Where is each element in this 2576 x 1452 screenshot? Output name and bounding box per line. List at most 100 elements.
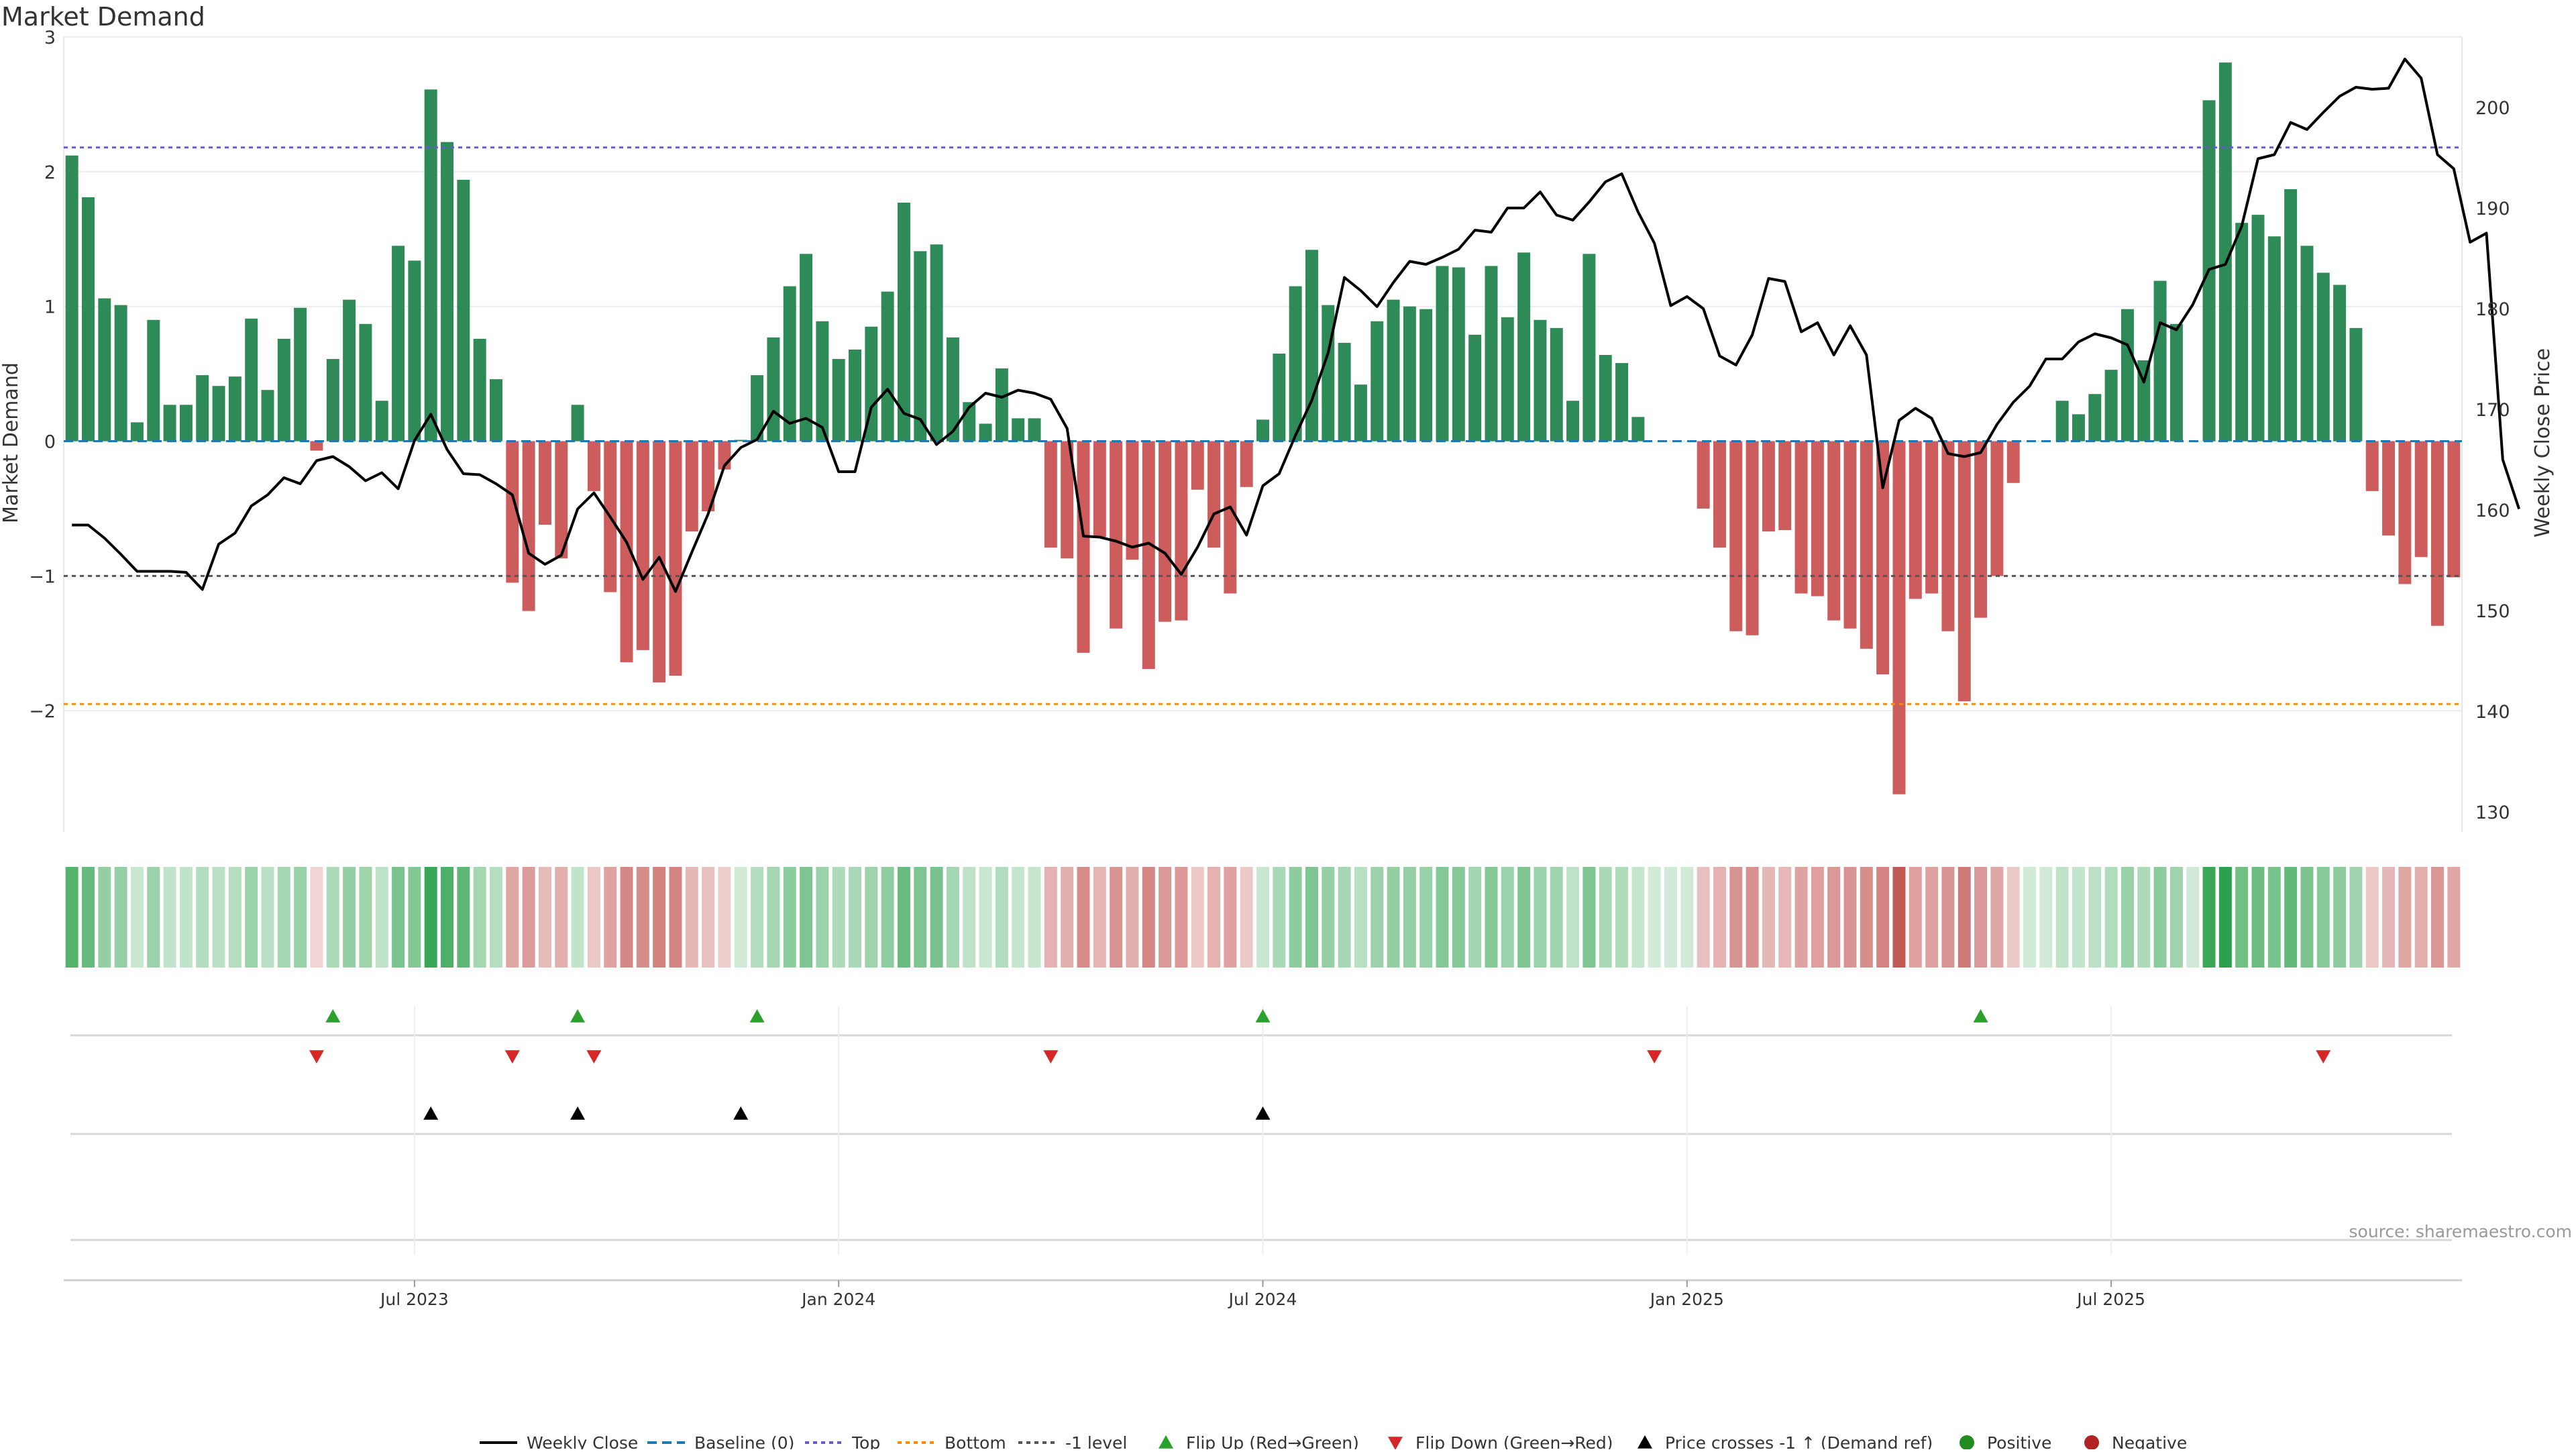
- demand-bar: [1876, 441, 1890, 675]
- demand-bar: [653, 441, 666, 683]
- legend-swatch-flip-up: [1159, 1435, 1173, 1449]
- demand-bar: [163, 405, 176, 442]
- heat-strip-cell: [489, 867, 502, 968]
- heat-strip-cell: [2169, 867, 2183, 968]
- heat-strip-cell: [245, 867, 258, 968]
- heat-strip-cell: [2186, 867, 2200, 968]
- demand-bar: [1843, 441, 1857, 629]
- y2-tick-label: 140: [2475, 702, 2510, 723]
- heat-strip-cell: [1322, 867, 1335, 968]
- heat-strip-cell: [1925, 867, 1939, 968]
- demand-bar: [538, 441, 551, 525]
- heat-strip-cell: [343, 867, 356, 968]
- price-cross-marker: [570, 1106, 586, 1120]
- heat-strip-cell: [457, 867, 470, 968]
- heat-strip-cell: [522, 867, 535, 968]
- demand-bar: [1273, 353, 1286, 442]
- demand-bar: [1990, 441, 2004, 576]
- legend-swatch-price-cross: [1638, 1435, 1652, 1449]
- heat-strip-cell: [1680, 867, 1694, 968]
- heat-strip-cell: [2382, 867, 2396, 968]
- heat-strip-cell: [2055, 867, 2069, 968]
- heat-strip-cell: [506, 867, 519, 968]
- demand-bar: [1860, 441, 1873, 649]
- demand-bar: [897, 203, 910, 442]
- demand-bar: [2382, 441, 2396, 536]
- chart-title: Market Demand: [1, 2, 205, 32]
- demand-bar: [2300, 246, 2314, 442]
- heat-strip-cell: [2153, 867, 2167, 968]
- y2-tick-label: 200: [2475, 98, 2510, 119]
- demand-bar: [1582, 254, 1596, 442]
- heat-strip-cell: [1012, 867, 1025, 968]
- heat-strip-cell: [1517, 867, 1531, 968]
- demand-bar: [979, 423, 992, 442]
- y2-tick-label: 160: [2475, 501, 2510, 521]
- heat-strip-cell: [1957, 867, 1971, 968]
- heat-strip-cell: [2006, 867, 2020, 968]
- demand-bar: [2006, 441, 2020, 483]
- y-tick-label: 1: [44, 297, 56, 318]
- heat-strip-cell: [832, 867, 845, 968]
- heat-strip-cell: [1729, 867, 1743, 968]
- legend-label-bottom: Bottom: [945, 1433, 1006, 1449]
- y2-tick-label: 150: [2475, 601, 2510, 622]
- heat-strip-cell: [1534, 867, 1547, 968]
- heat-strip-cell: [1501, 867, 1514, 968]
- demand-bar: [1729, 441, 1743, 631]
- heat-strip-cell: [751, 867, 764, 968]
- demand-bar: [2169, 323, 2183, 442]
- demand-bar: [1713, 441, 1726, 548]
- demand-bar: [2447, 441, 2461, 578]
- demand-bar: [147, 319, 160, 442]
- heat-strip-cell: [65, 867, 78, 968]
- heat-strip-cell: [1778, 867, 1792, 968]
- demand-bar: [2218, 62, 2232, 442]
- heat-strip-cell: [1811, 867, 1824, 968]
- heat-strip-cell: [1909, 867, 1922, 968]
- demand-bar: [1093, 441, 1106, 537]
- demand-bar: [587, 441, 600, 491]
- heat-strip-cell: [1240, 867, 1253, 968]
- heat-strip-cell: [1843, 867, 1857, 968]
- demand-bar: [2072, 414, 2085, 442]
- heat-strip-cell: [555, 867, 568, 968]
- heat-strip-cell: [147, 867, 160, 968]
- event-markers: [64, 1006, 2462, 1282]
- heat-strip-cell: [2398, 867, 2412, 968]
- demand-bar: [1941, 441, 1955, 631]
- demand-bar: [196, 375, 209, 442]
- flip-down-marker: [1647, 1050, 1662, 1064]
- heat-strip-cell: [865, 867, 878, 968]
- heat-strip-cell: [2300, 867, 2314, 968]
- heat-strip-cell: [1485, 867, 1498, 968]
- x-tick-label: Jul 2025: [2076, 1290, 2145, 1309]
- heat-strip-cell: [1208, 867, 1221, 968]
- heat-strip-cell: [1289, 867, 1302, 968]
- demand-bar: [1746, 441, 1759, 635]
- weekly-close-line: [72, 58, 2520, 593]
- demand-bar: [2349, 327, 2363, 442]
- demand-bar: [392, 246, 405, 442]
- heat-strip-cell: [653, 867, 666, 968]
- heat-strip-cell: [2202, 867, 2216, 968]
- heat-strip-cell: [114, 867, 127, 968]
- heat-strip-cell: [881, 867, 894, 968]
- legend-label-negative: Negative: [2112, 1433, 2187, 1449]
- legend-swatch-flip-down: [1388, 1437, 1403, 1450]
- legend-label-flip-down: Flip Down (Green→Red): [1415, 1433, 1613, 1449]
- demand-bar: [2365, 441, 2379, 491]
- demand-bar: [1974, 441, 1988, 618]
- demand-bar: [294, 307, 307, 442]
- heat-strip-cell: [767, 867, 780, 968]
- legend-label-price-cross: Price crosses -1 ↑ (Demand ref): [1665, 1433, 1933, 1449]
- heat-strip-cell: [2137, 867, 2151, 968]
- heat-strip-cell: [1175, 867, 1188, 968]
- demand-bar: [2251, 215, 2265, 442]
- demand-bar: [1909, 441, 1922, 599]
- heat-strip-cell: [1419, 867, 1433, 968]
- heat-strip-cell: [1354, 867, 1367, 968]
- x-tick-label: Jul 2024: [1228, 1290, 1297, 1309]
- demand-bar: [506, 441, 519, 583]
